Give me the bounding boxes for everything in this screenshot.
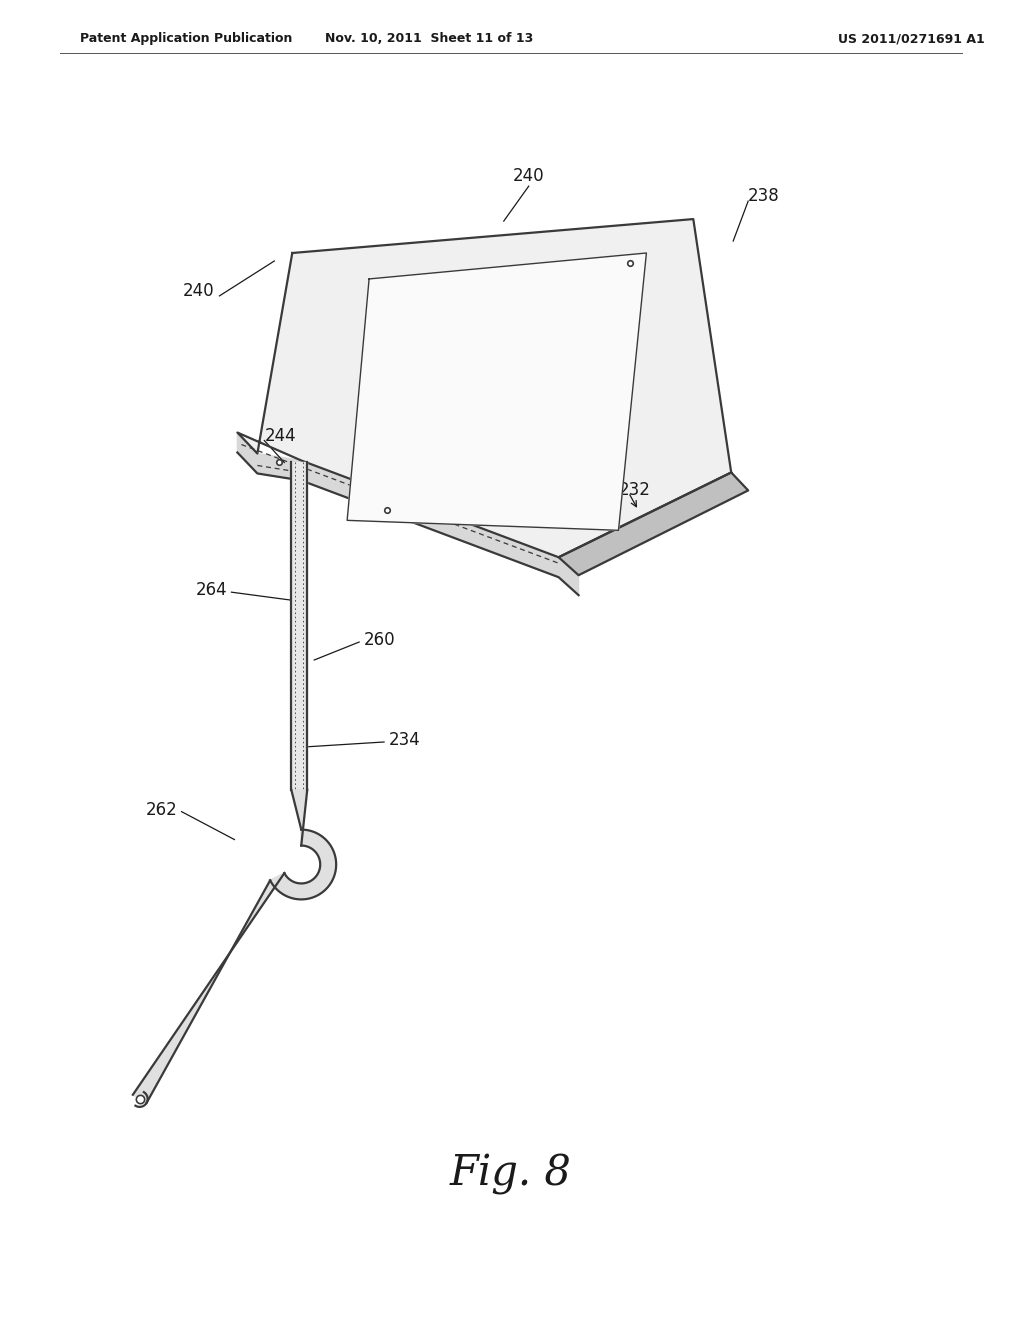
Text: Patent Application Publication: Patent Application Publication: [80, 32, 292, 45]
Text: 232: 232: [618, 482, 650, 499]
Text: 244: 244: [264, 426, 296, 445]
Text: 260: 260: [365, 631, 395, 649]
Text: 240: 240: [513, 168, 545, 185]
Text: 262: 262: [145, 801, 177, 818]
Text: Fig. 8: Fig. 8: [450, 1152, 571, 1195]
Polygon shape: [270, 829, 336, 899]
Polygon shape: [238, 433, 579, 595]
Text: 240: 240: [183, 282, 214, 300]
Polygon shape: [133, 873, 285, 1104]
Polygon shape: [291, 789, 307, 846]
Polygon shape: [347, 253, 646, 531]
Polygon shape: [238, 219, 731, 557]
Polygon shape: [291, 462, 307, 789]
Text: 264: 264: [196, 581, 227, 599]
Text: Nov. 10, 2011  Sheet 11 of 13: Nov. 10, 2011 Sheet 11 of 13: [325, 32, 534, 45]
Text: 242: 242: [488, 396, 520, 414]
Text: 238: 238: [749, 187, 780, 205]
Text: US 2011/0271691 A1: US 2011/0271691 A1: [838, 32, 985, 45]
Polygon shape: [559, 473, 749, 576]
Text: 234: 234: [389, 731, 421, 748]
